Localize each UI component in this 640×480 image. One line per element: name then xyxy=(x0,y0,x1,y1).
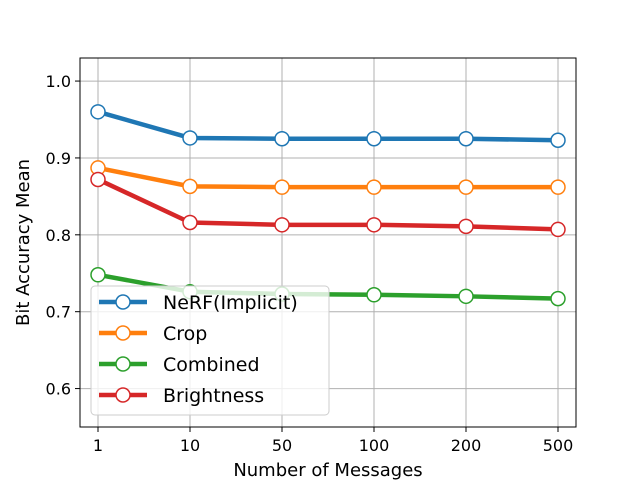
data-point xyxy=(182,130,198,146)
data-point xyxy=(366,217,382,233)
legend-label: Brightness xyxy=(163,385,264,407)
legend-item: Crop xyxy=(99,323,207,345)
data-point xyxy=(550,221,566,238)
data-point xyxy=(274,217,290,233)
data-point xyxy=(274,179,290,195)
data-point xyxy=(274,130,290,147)
legend-swatch-marker xyxy=(115,325,131,341)
axis-ticks: 1 10 50 100 200 500 0.6 0.7 0.8 0.9 1.0 xyxy=(46,72,574,455)
y-tick-label: 0.6 xyxy=(46,380,71,399)
legend-item: Brightness xyxy=(99,385,264,407)
series-line xyxy=(95,165,561,190)
x-tick-label: 1 xyxy=(93,436,103,455)
series-brightness xyxy=(90,171,566,238)
x-tick-label: 10 xyxy=(180,436,200,455)
legend: NeRF(Implicit) Crop Combined Brightness xyxy=(90,285,330,416)
legend-label: NeRF(Implicit) xyxy=(163,292,298,314)
x-tick-label: 500 xyxy=(543,436,574,455)
y-tick-label: 0.8 xyxy=(46,226,71,245)
y-tick-label: 0.9 xyxy=(46,149,71,168)
data-point xyxy=(182,178,198,195)
legend-label: Combined xyxy=(163,354,260,376)
y-tick-label: 1.0 xyxy=(46,72,71,91)
legend-item: NeRF(Implicit) xyxy=(99,292,298,314)
data-point xyxy=(550,179,566,195)
data-point xyxy=(550,290,566,307)
legend-swatch-marker xyxy=(115,387,131,403)
data-point xyxy=(458,130,474,147)
series-line xyxy=(95,177,561,232)
y-tick-label: 0.7 xyxy=(46,303,71,322)
data-point xyxy=(182,214,198,231)
legend-swatch-marker xyxy=(115,356,131,372)
x-tick-label: 200 xyxy=(451,436,482,455)
legend-swatch-marker xyxy=(115,294,131,310)
data-point xyxy=(458,288,474,305)
series-line xyxy=(95,109,561,143)
x-tick-label: 100 xyxy=(359,436,390,455)
legend-item: Combined xyxy=(99,354,260,376)
data-point xyxy=(458,218,474,235)
series-crop xyxy=(90,160,566,195)
x-axis-label: Number of Messages xyxy=(233,460,422,480)
series-nerf-implicit xyxy=(90,104,566,149)
data-point xyxy=(90,104,106,120)
data-point xyxy=(458,179,474,195)
data-point xyxy=(366,179,382,195)
legend-box xyxy=(90,285,330,416)
x-tick-label: 50 xyxy=(272,436,292,455)
data-point xyxy=(366,287,382,303)
series-layer xyxy=(90,104,566,307)
data-point xyxy=(366,130,382,147)
y-axis-label: Bit Accuracy Mean xyxy=(13,159,34,326)
legend-label: Crop xyxy=(163,323,207,345)
plot-frame xyxy=(79,57,577,428)
data-point xyxy=(90,267,106,283)
data-point xyxy=(550,132,566,149)
data-point xyxy=(90,171,106,188)
